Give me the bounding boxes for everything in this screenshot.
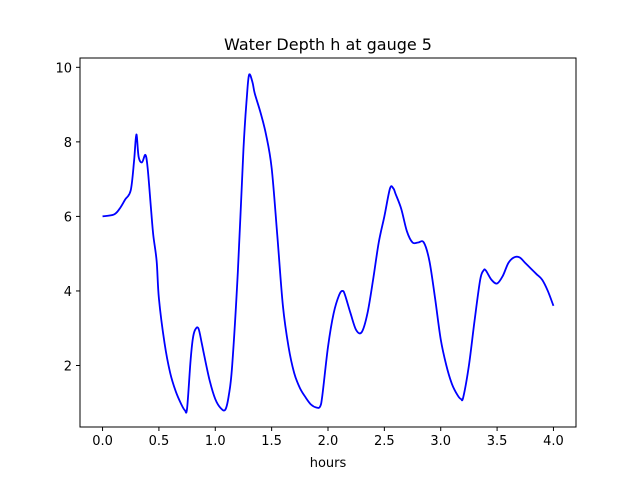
y-tick-label: 2 bbox=[64, 360, 72, 375]
y-axis: 2 4 6 8 10 bbox=[55, 61, 80, 375]
x-tick-label: 2.5 bbox=[374, 434, 395, 449]
y-tick-label: 8 bbox=[64, 136, 72, 151]
x-tick-label: 0.0 bbox=[92, 434, 113, 449]
x-tick-label: 1.0 bbox=[205, 434, 226, 449]
x-tick-label: 2.0 bbox=[318, 434, 339, 449]
y-tick-label: 4 bbox=[64, 285, 72, 300]
x-tick-label: 4.0 bbox=[543, 434, 564, 449]
x-tick-label: 3.5 bbox=[487, 434, 508, 449]
y-tick-label: 6 bbox=[64, 210, 72, 225]
x-axis-label: hours bbox=[310, 456, 347, 471]
x-tick-label: 1.5 bbox=[261, 434, 282, 449]
x-axis: 0.0 0.5 1.0 1.5 2.0 2.5 3.0 3.5 4.0 bbox=[92, 427, 564, 449]
series-line bbox=[102, 73, 555, 414]
x-tick-label: 0.5 bbox=[149, 434, 170, 449]
y-tick-label: 10 bbox=[55, 61, 72, 76]
chart-title: Water Depth h at gauge 5 bbox=[224, 35, 432, 54]
series-layer bbox=[102, 73, 555, 414]
x-tick-label: 3.0 bbox=[430, 434, 451, 449]
